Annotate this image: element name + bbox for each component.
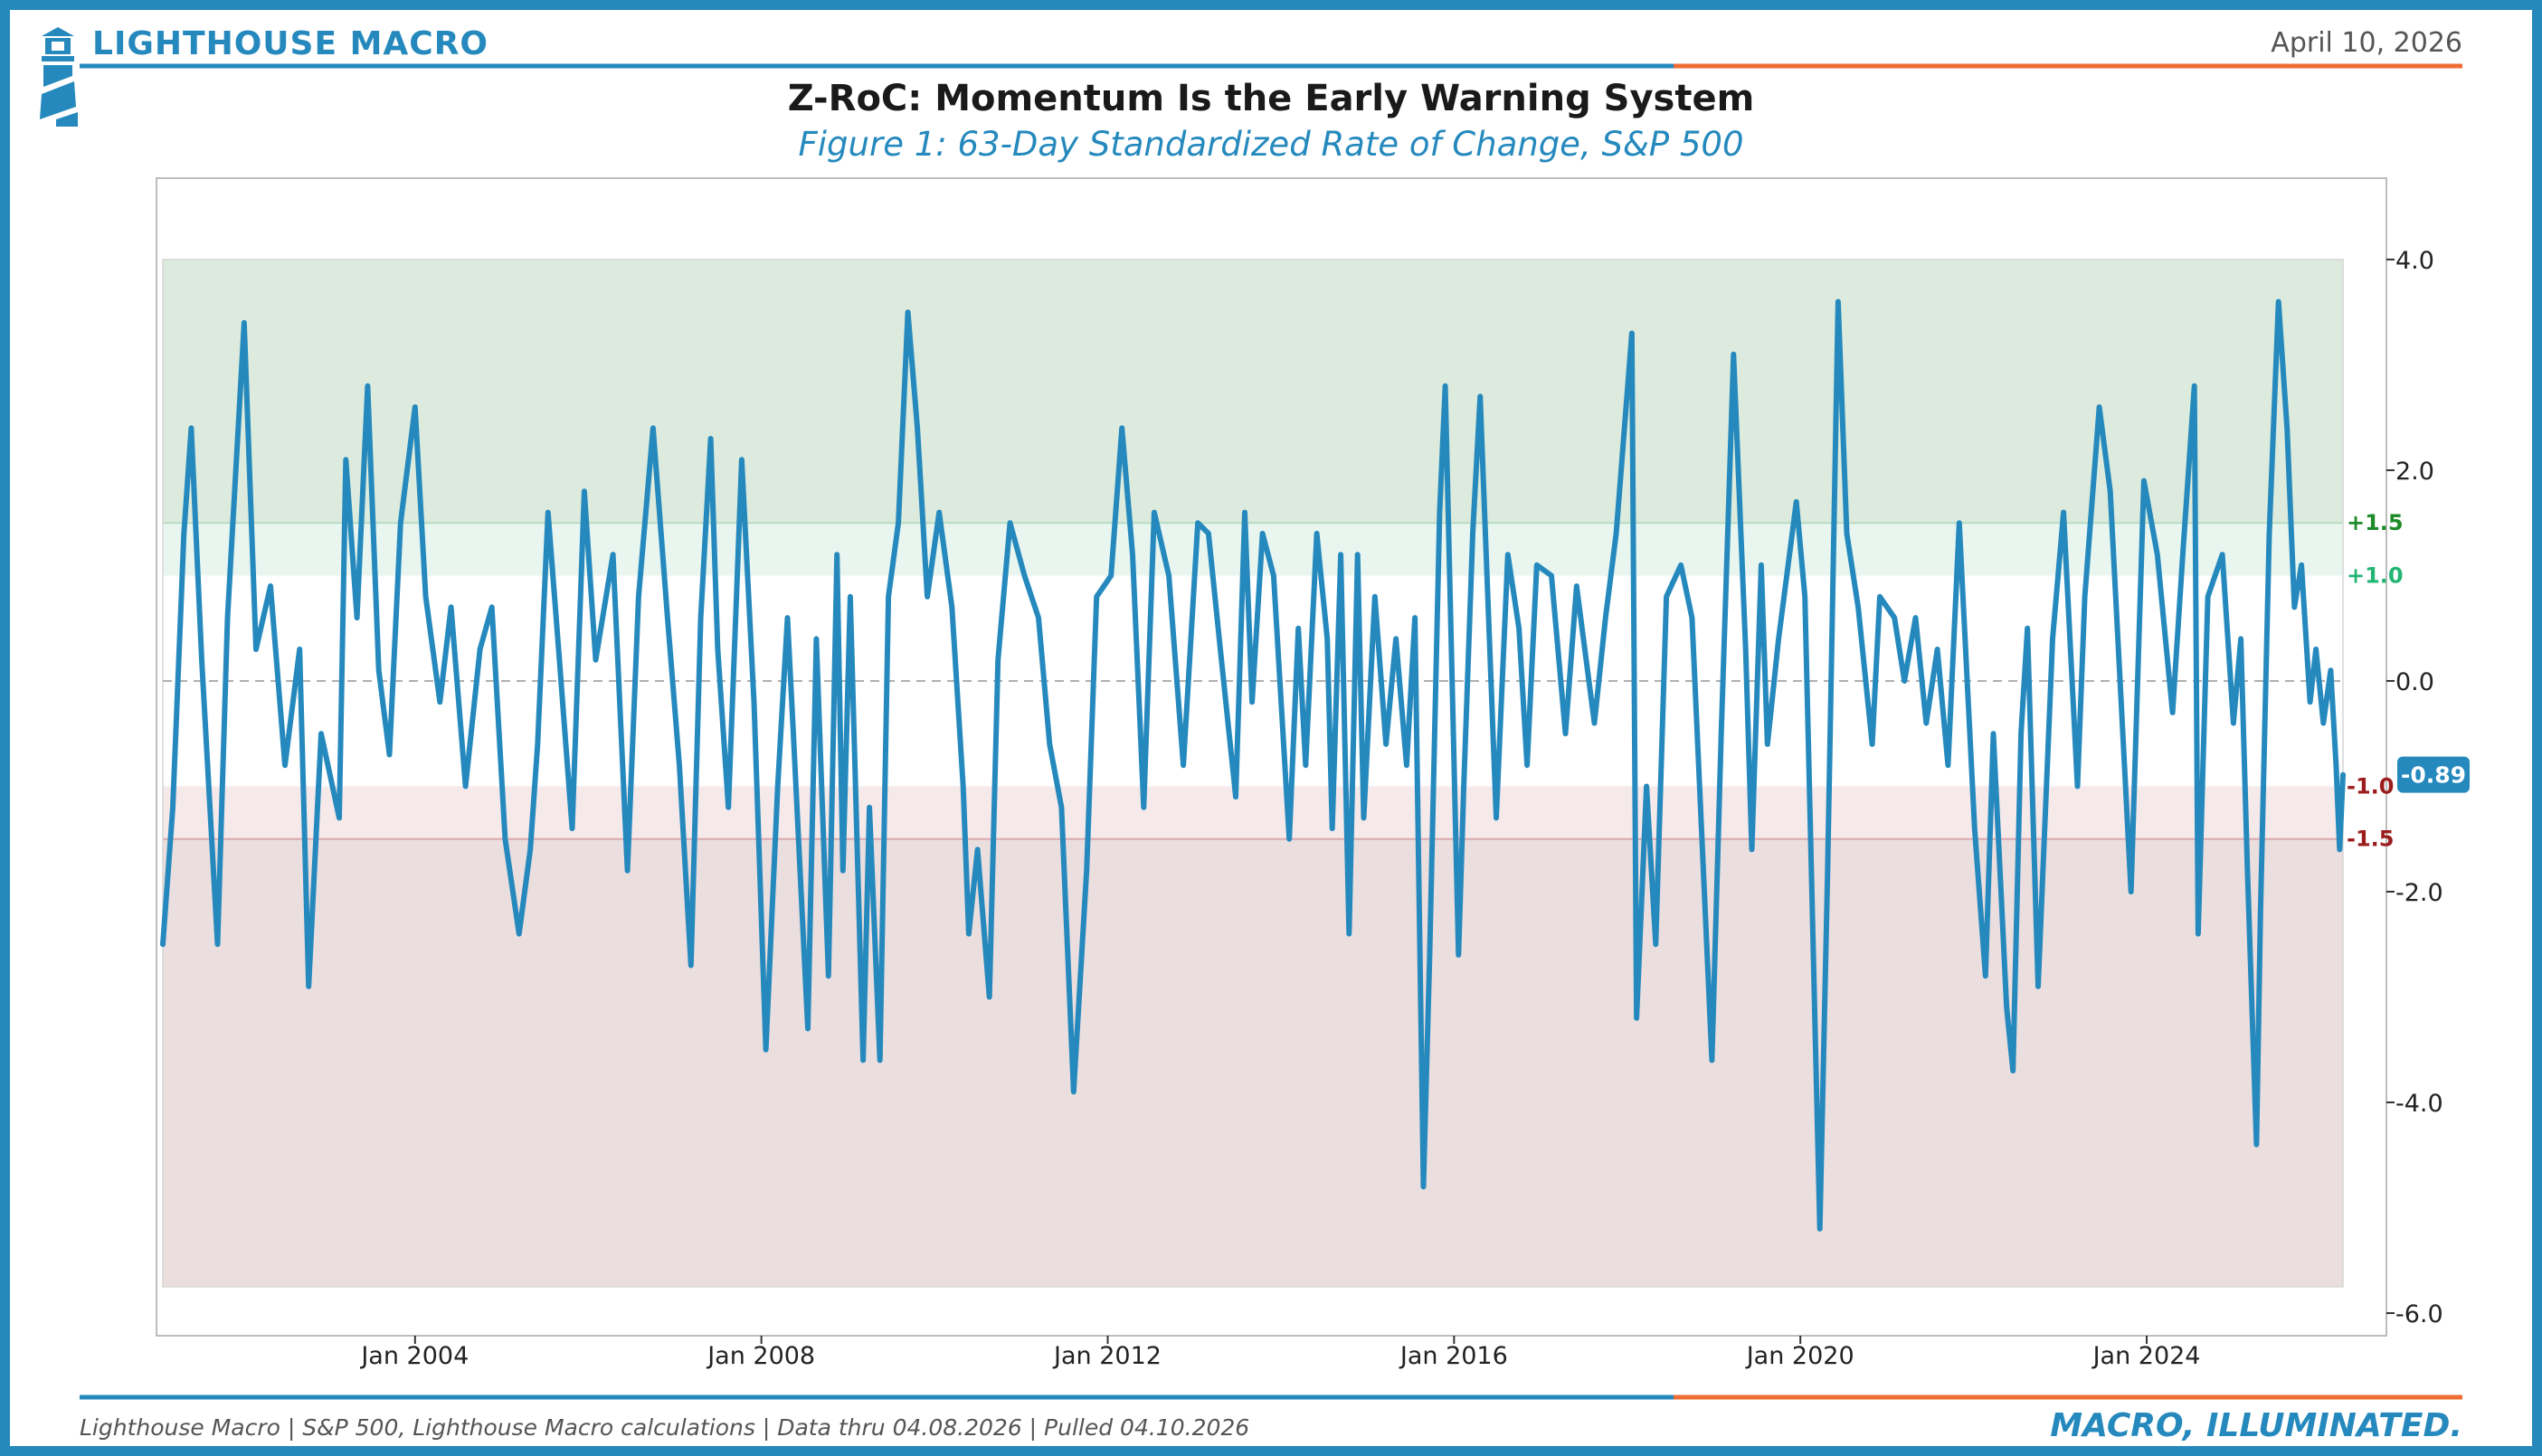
last-value-box — [2397, 756, 2470, 793]
x-tick-label: Jan 2020 — [1745, 1342, 1854, 1370]
zone-band-1 — [163, 523, 2343, 576]
threshold-labels: +1.5 +1.0 -1.0 -1.5 — [2347, 510, 2404, 852]
x-tick-label: Jan 2024 — [2091, 1342, 2201, 1370]
last-value-label: -0.89 — [2401, 762, 2466, 789]
y-axis: 4.0 2.0 0.0 -2.0 -4.0 -6.0 — [2386, 247, 2443, 1328]
zone-band-0 — [163, 259, 2343, 524]
x-tick-label: Jan 2012 — [1052, 1342, 1162, 1370]
y-tick-label: 0.0 — [2395, 668, 2434, 696]
x-tick-label: Jan 2008 — [706, 1342, 815, 1370]
threshold-zones — [162, 259, 2344, 1288]
chart-title: Z-RoC: Momentum Is the Early Warning Sys… — [787, 78, 1755, 119]
lighthouse-icon — [40, 27, 78, 127]
threshold-label: +1.0 — [2347, 563, 2404, 588]
brand-name: LIGHTHOUSE MACRO — [92, 25, 489, 62]
threshold-label: +1.5 — [2347, 510, 2404, 535]
report-date: April 10, 2026 — [2271, 27, 2462, 59]
y-tick-label: 4.0 — [2395, 247, 2434, 275]
zone-band-2 — [163, 786, 2343, 839]
y-tick-label: -6.0 — [2395, 1300, 2443, 1328]
y-tick-label: -2.0 — [2395, 879, 2443, 907]
x-tick-label: Jan 2016 — [1399, 1342, 1508, 1370]
y-tick-label: 2.0 — [2395, 458, 2434, 486]
y-tick-label: -4.0 — [2395, 1090, 2443, 1118]
threshold-label: -1.0 — [2347, 773, 2394, 799]
series-line-0 — [160, 298, 2346, 1232]
last-value-badge: -0.89 — [2397, 756, 2470, 793]
footer-tagline: MACRO, ILLUMINATED. — [2050, 1407, 2462, 1444]
x-axis: Jan 2004 Jan 2008 Jan 2012 Jan 2016 Jan 2020… — [359, 1336, 2200, 1370]
footer-source: Lighthouse Macro | S&P 500, Lighthouse M… — [80, 1414, 1250, 1441]
series-layer — [160, 298, 2346, 1232]
chart-subtitle: Figure 1: 63-Day Standardized Rate of Ch… — [798, 125, 1744, 164]
x-tick-label: Jan 2004 — [359, 1342, 469, 1370]
threshold-label: -1.5 — [2347, 827, 2394, 852]
